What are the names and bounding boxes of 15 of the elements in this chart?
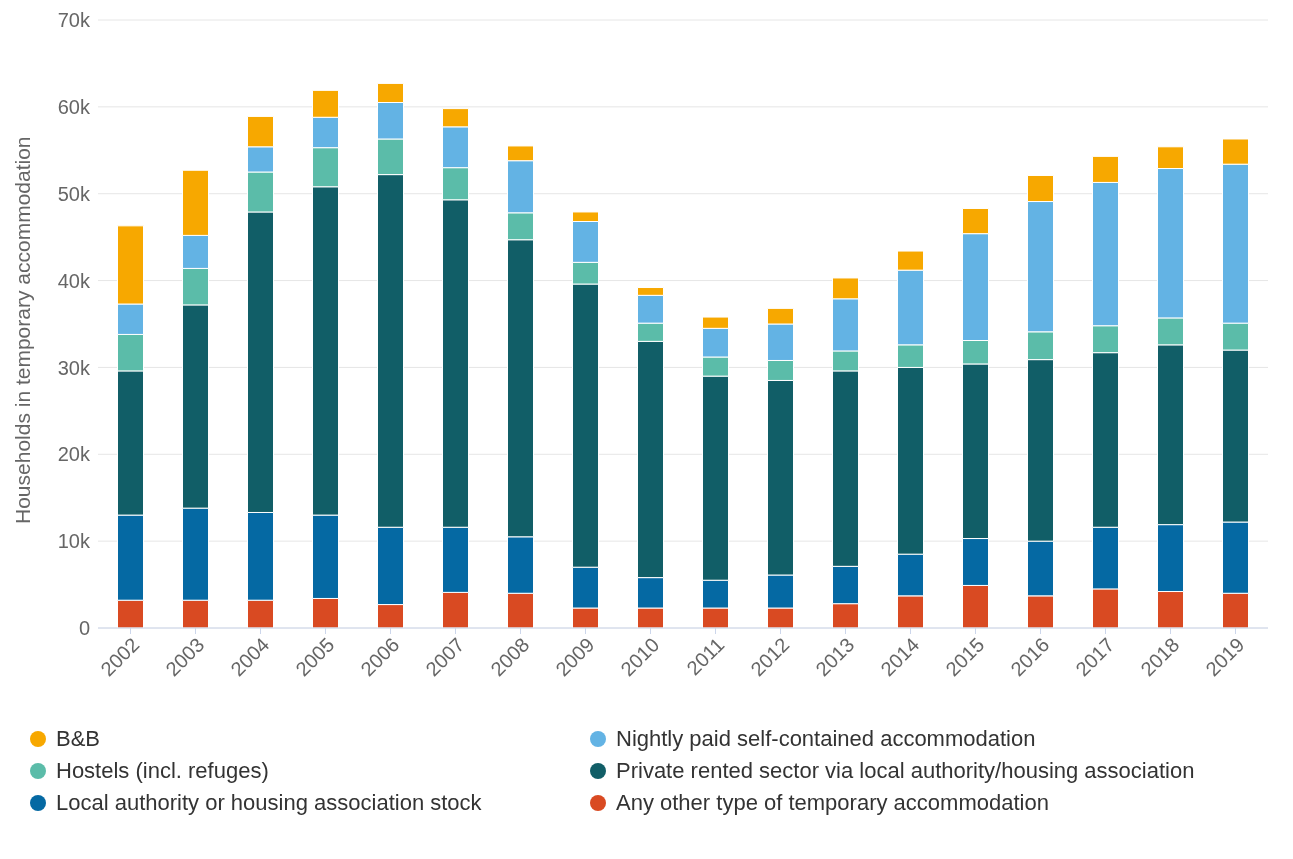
y-tick-label: 60k <box>57 95 91 118</box>
legend-label: Nightly paid self-contained accommodation <box>616 726 1036 752</box>
legend-label: Any other type of temporary accommodation <box>616 790 1049 816</box>
y-tick-label: 40k <box>57 269 91 292</box>
y-axis-title: Households in temporary accommodation <box>11 136 35 524</box>
y-tick-label: 30k <box>57 356 91 379</box>
y-tick-label: 10k <box>57 530 91 553</box>
legend-label: Local authority or housing association stock <box>56 790 482 816</box>
y-tick-label: 0 <box>78 617 90 640</box>
legend-label: B&B <box>56 726 101 752</box>
legend-label: Hostels (incl. refuges) <box>56 758 269 784</box>
legend-label: Private rented sector via local authority/housing association <box>616 758 1195 784</box>
y-tick-label: 70k <box>57 9 91 32</box>
y-tick-label: 20k <box>57 443 91 466</box>
y-tick-label: 50k <box>57 182 91 205</box>
